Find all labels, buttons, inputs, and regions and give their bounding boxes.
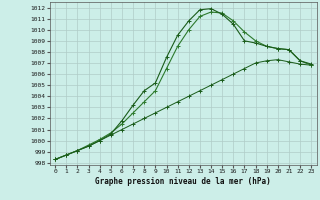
X-axis label: Graphe pression niveau de la mer (hPa): Graphe pression niveau de la mer (hPa)	[95, 177, 271, 186]
